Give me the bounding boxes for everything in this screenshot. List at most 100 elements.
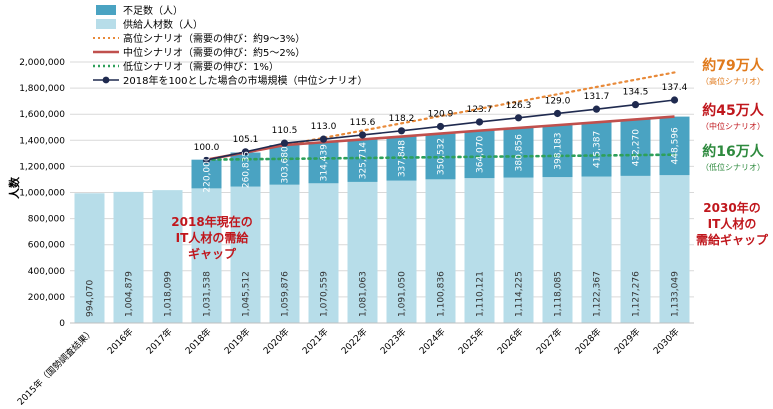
x-tick-label: 2015年（国勢調査結果） (15, 326, 97, 405)
market-index-marker (397, 127, 406, 135)
bar-shortage-label: 398,183 (554, 132, 564, 169)
x-tick-label: 2026年 (495, 326, 526, 357)
market-index-label: 129.0 (545, 96, 571, 106)
bar-shortage-label: 303,680 (281, 146, 291, 183)
market-index-marker (358, 131, 367, 139)
x-tick-label: 2022年 (339, 326, 370, 357)
legend-layer: 不足数（人）供給人材数（人）高位シナリオ（需要の伸び：約9～3%）中位シナリオ（… (93, 4, 368, 87)
bar-supply (113, 191, 144, 323)
bar-shortage-label: 260,835 (242, 151, 252, 188)
bar-supply-label: 1,004,879 (125, 271, 135, 317)
x-tick-label: 2023年 (378, 326, 409, 357)
market-index-marker (475, 118, 484, 126)
market-index-label: 113.0 (311, 122, 337, 132)
y-tick-label: 1,600,000 (19, 110, 65, 120)
market-index-marker (280, 139, 289, 147)
y-tick-label: 2,000,000 (19, 58, 65, 68)
bar-supply-label: 1,091,050 (398, 271, 408, 317)
legend-label-mid: 中位シナリオ（需要の伸び：約5～2%） (123, 46, 305, 59)
x-tick-label: 2029年 (612, 326, 643, 357)
annotation-high-main: 約79万人 (702, 57, 764, 74)
market-index-label: 120.9 (428, 109, 454, 119)
annotation-gap-2030-line-2: IT人材の (708, 216, 757, 231)
bar-supply (191, 188, 222, 323)
y-tick-label: 1,400,000 (19, 136, 65, 146)
bar-supply (425, 179, 456, 323)
bar-supply (464, 178, 495, 323)
annotation-high: 約79万人 （高位シナリオ） (701, 57, 765, 86)
legend-swatch-supply (96, 19, 116, 29)
x-tick-label: 2018年 (183, 326, 214, 357)
y-axis-label: 人数 (7, 176, 21, 199)
bar-supply-label: 1,133,049 (671, 271, 681, 317)
annotation-gap-2018-line-3: ギャップ (188, 246, 237, 261)
annotation-gap-2030-line-1: 2030年の (703, 200, 760, 215)
annotation-low-main: 約16万人 (702, 143, 764, 160)
y-tick-label: 600,000 (28, 241, 65, 251)
bar-shortage-label: 380,856 (515, 134, 525, 171)
x-tick-label: 2028年 (573, 326, 604, 357)
bar-supply (269, 184, 300, 323)
market-index-marker (553, 109, 562, 118)
x-tick-label: 2019年 (222, 326, 253, 357)
legend-label-high: 高位シナリオ（需要の伸び：約9～3%） (123, 32, 305, 45)
legend-marker-index (102, 76, 110, 84)
annotation-mid-main: 約45万人 (702, 102, 764, 119)
annotation-gap-2018: 2018年現在の IT人材の需給 ギャップ (171, 214, 252, 261)
x-tick-label: 2027年 (534, 326, 565, 357)
annotation-gap-2018-line-1: 2018年現在の (171, 214, 252, 229)
y-tick-label: 800,000 (28, 215, 65, 225)
bar-layer (74, 116, 690, 323)
label-layer: 100.0 105.1 110.5 113.0 115.6 118.2 120.9 123.7… (86, 83, 688, 317)
bar-supply (386, 180, 417, 323)
bar-shortage-label: 364,070 (476, 135, 486, 172)
bar-supply-label: 1,018,099 (164, 271, 174, 317)
bar-supply (659, 175, 690, 323)
bar-supply (347, 181, 378, 323)
market-index-marker (202, 156, 211, 164)
bar-supply (152, 190, 183, 323)
bar-supply (74, 193, 105, 323)
y-tick-label: 1,200,000 (19, 162, 65, 172)
x-tick-label: 2030年 (651, 326, 682, 357)
y-tick-label: 400,000 (28, 267, 65, 277)
y-tick-label: 200,000 (28, 293, 65, 303)
bar-supply (620, 175, 651, 323)
bar-shortage-label: 314,439 (320, 144, 330, 181)
annotation-gap-2030-line-3: 需給ギャップ (696, 232, 769, 247)
bar-shortage (620, 119, 651, 176)
market-index-marker (670, 96, 679, 104)
market-index-label: 131.7 (584, 92, 610, 102)
bar-shortage-label: 432,270 (632, 129, 642, 166)
annotation-mid: 約45万人 （中位シナリオ） (701, 102, 765, 131)
bar-supply-label: 994,070 (86, 280, 96, 317)
market-index-marker (592, 105, 601, 113)
annotation-gap-2030: 2030年の IT人材の 需給ギャップ (696, 200, 769, 247)
legend-label-low: 低位シナリオ（需要の伸び：1%） (123, 60, 279, 73)
annotation-mid-sub: （中位シナリオ） (701, 121, 765, 131)
line-layer (202, 71, 679, 164)
bar-supply (581, 176, 612, 323)
legend-label-shortage: 不足数（人） (123, 4, 183, 17)
bar-supply (230, 186, 261, 323)
bar-shortage-label: 448,596 (671, 127, 681, 164)
market-index-label: 115.6 (350, 118, 376, 128)
bar-shortage (308, 142, 339, 184)
market-index-label: 100.0 (194, 143, 220, 153)
x-tick-label: 2020年 (261, 326, 292, 357)
y-tick-label: 0 (59, 319, 65, 329)
x-tick-label: 2024年 (417, 326, 448, 357)
bar-supply-label: 1,031,538 (203, 271, 213, 317)
market-index-marker (514, 114, 523, 122)
bar-supply-label: 1,081,063 (359, 271, 369, 317)
bar-supply-label: 1,122,367 (593, 271, 603, 317)
bar-shortage (581, 122, 612, 177)
market-index-marker (436, 122, 445, 131)
bar-shortage (542, 125, 573, 178)
bar-supply-label: 1,100,836 (437, 271, 447, 317)
y-tick-label: 1,800,000 (19, 84, 65, 94)
market-index-marker (241, 148, 250, 156)
bar-shortage (464, 130, 495, 179)
